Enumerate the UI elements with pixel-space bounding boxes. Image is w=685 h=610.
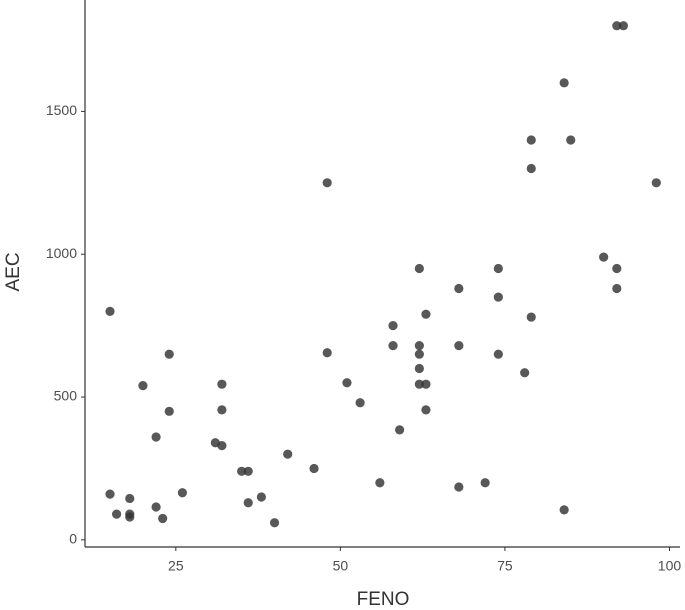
point — [421, 379, 431, 389]
point — [421, 309, 431, 319]
point — [322, 348, 332, 358]
point — [559, 78, 569, 88]
point — [526, 312, 536, 322]
point — [269, 518, 280, 528]
x-tick-label: 75 — [497, 558, 513, 574]
point — [388, 321, 398, 331]
point — [414, 379, 424, 389]
point — [105, 306, 115, 316]
point — [177, 488, 188, 498]
point — [342, 378, 352, 388]
point — [388, 341, 398, 351]
point — [480, 478, 490, 488]
x-tick-label: 25 — [168, 558, 184, 574]
point — [414, 349, 424, 359]
point — [493, 349, 503, 359]
point — [111, 509, 122, 519]
x-axis-title: FENO — [357, 589, 410, 610]
point — [414, 263, 424, 274]
point — [612, 283, 622, 294]
point — [237, 466, 247, 476]
point — [151, 432, 161, 442]
point — [612, 21, 622, 31]
point — [612, 263, 622, 274]
y-tick-label: 0 — [69, 531, 77, 547]
point — [158, 513, 168, 524]
point — [322, 178, 332, 188]
point — [566, 135, 576, 145]
point — [414, 363, 424, 374]
point — [125, 512, 135, 522]
y-tick-label: 1000 — [46, 245, 77, 261]
point — [599, 252, 609, 262]
point — [217, 405, 227, 415]
point — [243, 498, 253, 508]
point — [651, 178, 661, 188]
point — [520, 368, 530, 378]
y-tick-label: 500 — [54, 388, 78, 404]
point — [256, 492, 266, 502]
point — [283, 449, 293, 459]
point — [493, 263, 503, 274]
point — [454, 341, 464, 351]
point — [105, 489, 115, 499]
point — [526, 163, 536, 174]
y-tick-label: 1500 — [46, 102, 77, 118]
point — [125, 493, 135, 504]
point — [395, 425, 405, 435]
x-tick-label: 50 — [333, 558, 349, 574]
point — [618, 21, 628, 31]
point — [526, 135, 536, 145]
point — [217, 440, 227, 451]
point — [454, 482, 464, 492]
point — [355, 398, 365, 408]
y-axis-title: AEC — [3, 252, 24, 291]
x-tick-label: 100 — [658, 558, 682, 574]
point — [559, 505, 569, 515]
point — [309, 463, 319, 474]
point — [138, 381, 148, 391]
point — [151, 502, 161, 512]
point — [164, 349, 174, 359]
point — [217, 379, 227, 389]
point — [493, 292, 503, 302]
point — [164, 406, 174, 416]
point — [414, 341, 424, 351]
point — [421, 405, 431, 415]
point — [375, 478, 385, 488]
point — [454, 283, 464, 294]
point — [243, 466, 253, 476]
